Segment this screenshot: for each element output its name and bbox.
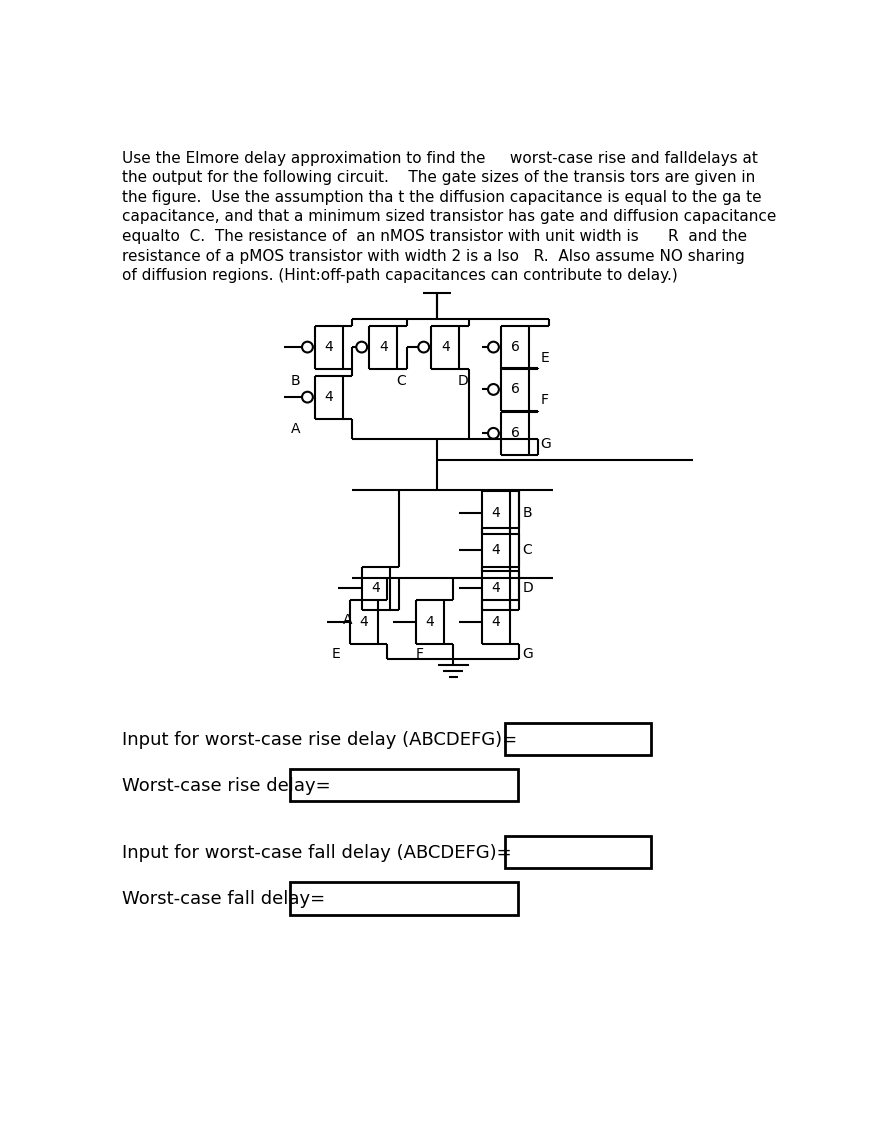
Text: B: B [522, 506, 532, 520]
Text: 6: 6 [511, 382, 519, 397]
Text: G: G [541, 437, 552, 451]
Text: 4: 4 [360, 615, 368, 629]
Text: C: C [522, 543, 532, 556]
Text: C: C [396, 374, 406, 388]
Text: D: D [522, 582, 533, 595]
FancyBboxPatch shape [290, 882, 519, 914]
FancyBboxPatch shape [290, 768, 519, 802]
Text: Input for worst-case rise delay (ABCDEFG)=: Input for worst-case rise delay (ABCDEFG… [122, 731, 518, 749]
Text: 4: 4 [492, 506, 500, 520]
Text: 6: 6 [511, 427, 519, 440]
Text: 4: 4 [492, 615, 500, 629]
Text: A: A [343, 614, 353, 627]
Text: 4: 4 [492, 582, 500, 595]
Text: Use the Elmore delay approximation to find the     worst-case rise and falldelay: Use the Elmore delay approximation to fi… [122, 150, 777, 283]
Text: F: F [541, 393, 549, 407]
Text: Worst-case fall delay=: Worst-case fall delay= [122, 890, 325, 908]
FancyBboxPatch shape [505, 723, 650, 755]
FancyBboxPatch shape [505, 836, 650, 868]
Text: Worst-case rise delay=: Worst-case rise delay= [122, 777, 331, 795]
Text: 4: 4 [372, 582, 380, 595]
Text: 6: 6 [511, 340, 519, 354]
Text: 4: 4 [441, 340, 450, 354]
Text: 4: 4 [426, 615, 434, 629]
Text: G: G [522, 647, 533, 662]
Text: B: B [291, 374, 300, 388]
Text: 4: 4 [325, 390, 333, 404]
Text: 4: 4 [379, 340, 388, 354]
Text: 4: 4 [325, 340, 333, 354]
Text: Input for worst-case fall delay (ABCDEFG)=: Input for worst-case fall delay (ABCDEFG… [122, 844, 511, 861]
Text: F: F [416, 647, 424, 662]
Text: 4: 4 [492, 543, 500, 556]
Text: E: E [541, 351, 550, 365]
Text: E: E [331, 647, 340, 662]
Text: D: D [458, 374, 469, 388]
Text: A: A [291, 422, 300, 437]
